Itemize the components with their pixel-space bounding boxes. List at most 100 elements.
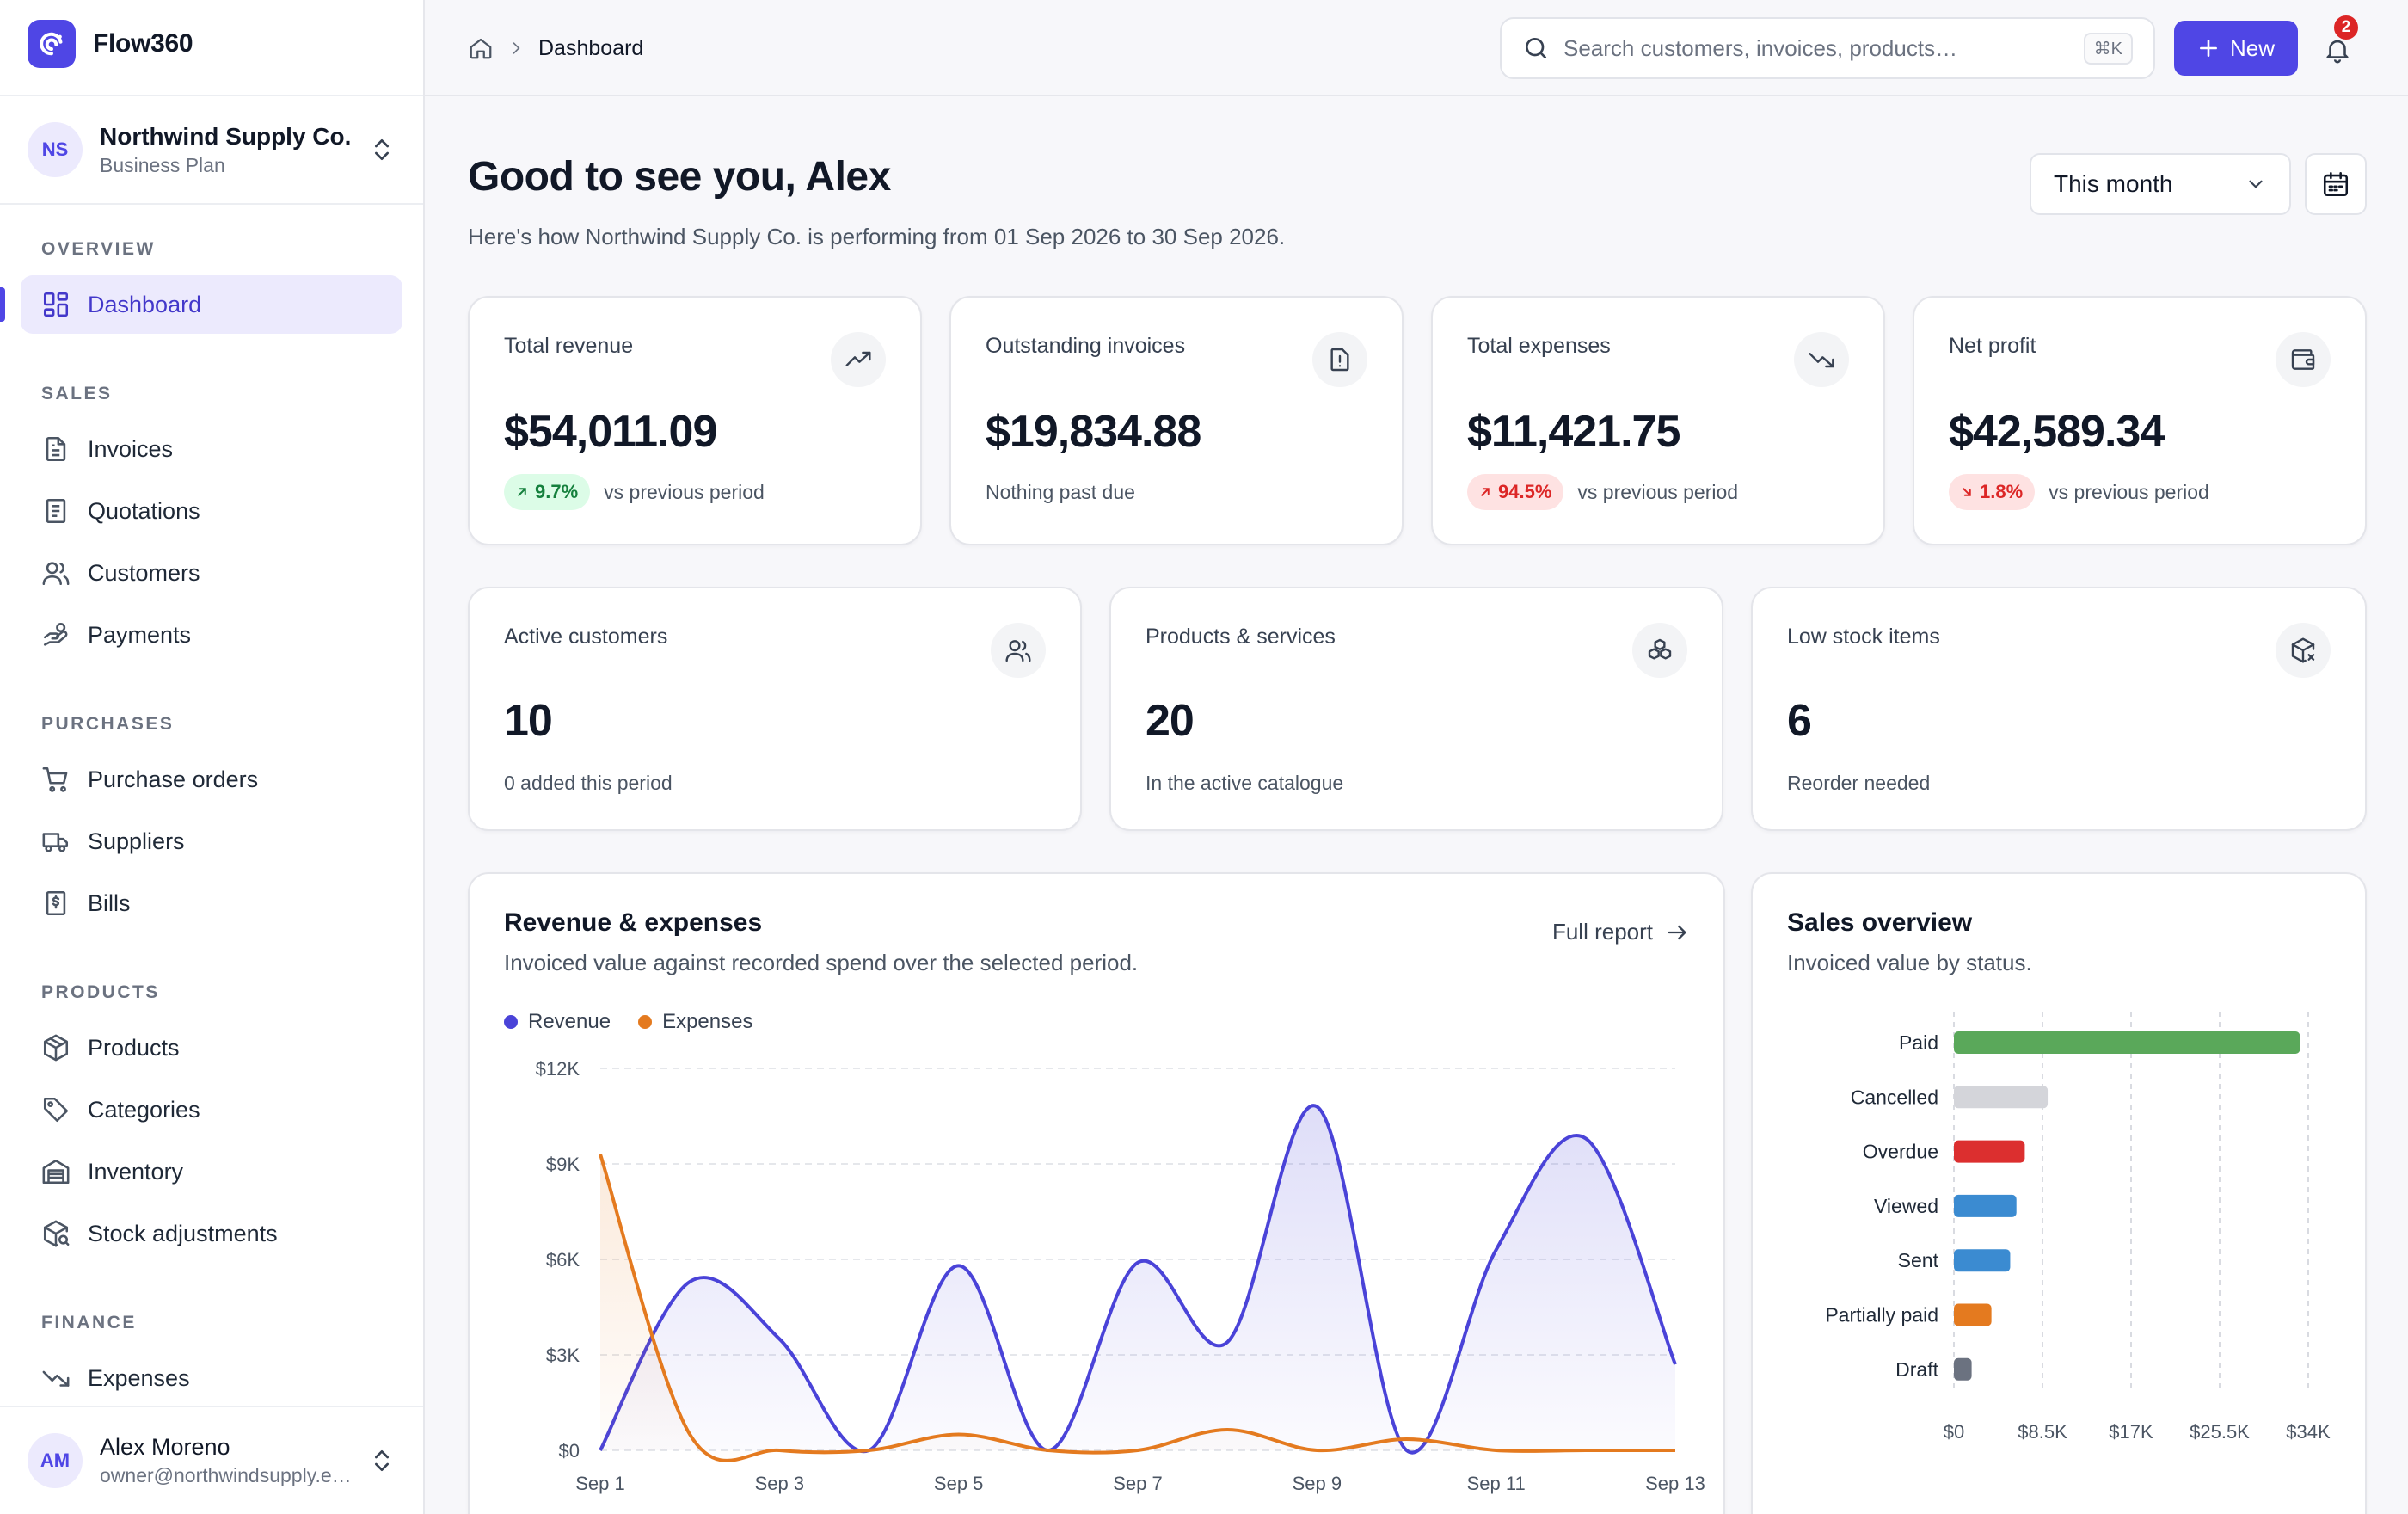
- home-icon[interactable]: [468, 35, 494, 61]
- stat-footnote: 0 added this period: [504, 771, 673, 794]
- nav-item-purchase-orders[interactable]: Purchase orders: [21, 750, 402, 809]
- bill-icon: [46, 890, 66, 916]
- nav-item-quotations[interactable]: Quotations: [21, 482, 402, 540]
- box-search-icon: [43, 1220, 70, 1247]
- nav-item-dashboard[interactable]: Dashboard: [0, 275, 402, 334]
- user-email: owner@northwindsupply.e…: [100, 1464, 352, 1486]
- kpi-label: Outstanding invoices: [986, 334, 1186, 358]
- org-avatar: NS: [28, 122, 83, 177]
- kpi-card-total-expenses: Total expenses $11,421.75 94.5% vs previ…: [1431, 296, 1885, 545]
- bar-cancelled[interactable]: [1954, 1086, 2049, 1109]
- nav-item-bills[interactable]: Bills: [21, 874, 402, 932]
- legend-item-revenue[interactable]: Revenue: [504, 1010, 611, 1034]
- y-tick-label: $6K: [546, 1249, 580, 1271]
- kpi-value: $42,589.34: [1949, 407, 2165, 457]
- search-input[interactable]: [1563, 34, 2084, 62]
- legend-label: Revenue: [528, 1010, 611, 1033]
- full-report-link[interactable]: Full report: [1552, 919, 1689, 945]
- kpi-footnote: Nothing past due: [986, 480, 1135, 503]
- bar-sent[interactable]: [1954, 1249, 2011, 1272]
- tag-icon: [43, 1097, 69, 1123]
- kpi-footnote: vs previous period: [2049, 480, 2209, 503]
- sales-overview-panel: Sales overview Invoiced value by status.…: [1751, 872, 2367, 1514]
- nav-item-label: Payments: [88, 621, 192, 648]
- stat-value: 20: [1146, 696, 1195, 746]
- notifications-button[interactable]: 2: [2313, 14, 2362, 74]
- kpi-value: $54,011.09: [504, 407, 717, 457]
- nav-item-label: Expenses: [88, 1364, 190, 1391]
- kpi-value: $11,421.75: [1467, 407, 1680, 457]
- nav-item-label: Inventory: [88, 1158, 184, 1185]
- user-menu[interactable]: AM Alex Moreno owner@northwindsupply.e…: [0, 1406, 423, 1514]
- chart-legend: Revenue Expenses: [504, 1010, 780, 1034]
- user-name: Alex Moreno: [100, 1434, 230, 1460]
- plus-icon: [2200, 40, 2217, 57]
- period-select[interactable]: This month: [2030, 153, 2291, 215]
- file-alert-icon: [1312, 332, 1367, 387]
- x-tick-label: Sep 13: [1645, 1473, 1705, 1494]
- nav-item-stock-adjustments[interactable]: Stock adjustments: [21, 1204, 402, 1263]
- x-tick-label: Sep 3: [755, 1473, 805, 1494]
- bar-draft[interactable]: [1954, 1357, 1972, 1381]
- y-tick-label: $9K: [546, 1154, 580, 1175]
- bar-partially-paid[interactable]: [1954, 1303, 1992, 1326]
- brand[interactable]: Flow360: [28, 19, 194, 69]
- nav-section-products: PRODUCTS: [41, 982, 160, 1002]
- nav-item-label: Customers: [88, 559, 200, 586]
- nav-item-inventory[interactable]: Inventory: [21, 1142, 402, 1201]
- customers-icon: [42, 562, 70, 586]
- nav-item-label: Purchase orders: [88, 766, 259, 792]
- legend-item-expenses[interactable]: Expenses: [638, 1010, 752, 1034]
- kpi-card-outstanding-invoices: Outstanding invoices $19,834.88 Nothing …: [949, 296, 1404, 545]
- nav-item-categories[interactable]: Categories: [21, 1080, 402, 1139]
- kpi-label: Total revenue: [504, 334, 634, 358]
- new-button[interactable]: New: [2174, 21, 2298, 76]
- cart-icon: [42, 766, 68, 792]
- x-tick-label: Sep 7: [1113, 1473, 1163, 1494]
- expenses-line[interactable]: [599, 1154, 1675, 1462]
- arrow-up-right-icon: [518, 488, 526, 496]
- nav-item-payments[interactable]: Payments: [21, 606, 402, 664]
- payments-icon: [43, 622, 68, 646]
- x-tick-label: $8.5K: [2018, 1421, 2067, 1443]
- delta-badge: 94.5%: [1467, 474, 1564, 510]
- kpi-card-total-revenue: Total revenue $54,011.09 9.7% vs previou…: [468, 296, 922, 545]
- nav-section-purchases: PURCHASES: [41, 714, 175, 734]
- main-navigation: OVERVIEW Dashboard SALES Invoices Quotat…: [0, 213, 423, 1407]
- kpi-label: Net profit: [1949, 334, 2036, 358]
- x-tick-label: Sep 9: [1293, 1473, 1342, 1494]
- calendar-button[interactable]: [2305, 153, 2367, 215]
- bar-viewed[interactable]: [1954, 1194, 2017, 1217]
- y-tick-label: $12K: [536, 1058, 580, 1080]
- panel-subtitle: Invoiced value against recorded spend ov…: [504, 950, 1139, 975]
- boxes-icon: [1632, 623, 1687, 678]
- new-button-label: New: [2229, 34, 2275, 61]
- breadcrumb-current: Dashboard: [538, 35, 644, 60]
- top-bar: Dashboard ⌘K New 2: [425, 0, 2408, 96]
- nav-item-suppliers[interactable]: Suppliers: [21, 812, 402, 871]
- nav-item-label: Suppliers: [88, 828, 185, 854]
- legend-label: Expenses: [662, 1010, 753, 1033]
- revenue-expenses-panel: Revenue & expenses Invoiced value agains…: [468, 872, 1725, 1514]
- stat-label: Products & services: [1146, 625, 1336, 649]
- revenue-area: [600, 1105, 1675, 1453]
- nav-item-customers[interactable]: Customers: [21, 544, 402, 602]
- delta-value: 1.8%: [1980, 481, 2024, 502]
- revenue-expenses-chart: $0 $3K $6K $9K $12K Sep 1 Sep 3 Sep 5 Sep 7 Sep 9…: [536, 1058, 1705, 1494]
- trend-down-icon: [42, 1370, 70, 1387]
- bar-overdue[interactable]: [1954, 1140, 2025, 1163]
- page-subtitle: Here's how Northwind Supply Co. is perfo…: [468, 224, 1286, 249]
- kpi-label: Total expenses: [1467, 334, 1611, 358]
- nav-item-expenses[interactable]: Expenses: [21, 1349, 402, 1407]
- revenue-line[interactable]: [599, 1104, 1677, 1455]
- nav-item-invoices[interactable]: Invoices: [21, 420, 402, 478]
- delta-value: 94.5%: [1498, 481, 1552, 502]
- bar-paid[interactable]: [1954, 1031, 2300, 1054]
- kpi-footnote: vs previous period: [604, 480, 765, 503]
- search-box[interactable]: ⌘K: [1500, 17, 2155, 79]
- nav-item-products[interactable]: Products: [21, 1019, 402, 1077]
- organization-switcher[interactable]: NS Northwind Supply Co. Business Plan: [0, 95, 423, 205]
- nav-item-label: Categories: [88, 1096, 200, 1123]
- x-tick-label: Sep 5: [934, 1473, 984, 1494]
- stat-value: 6: [1787, 696, 1812, 746]
